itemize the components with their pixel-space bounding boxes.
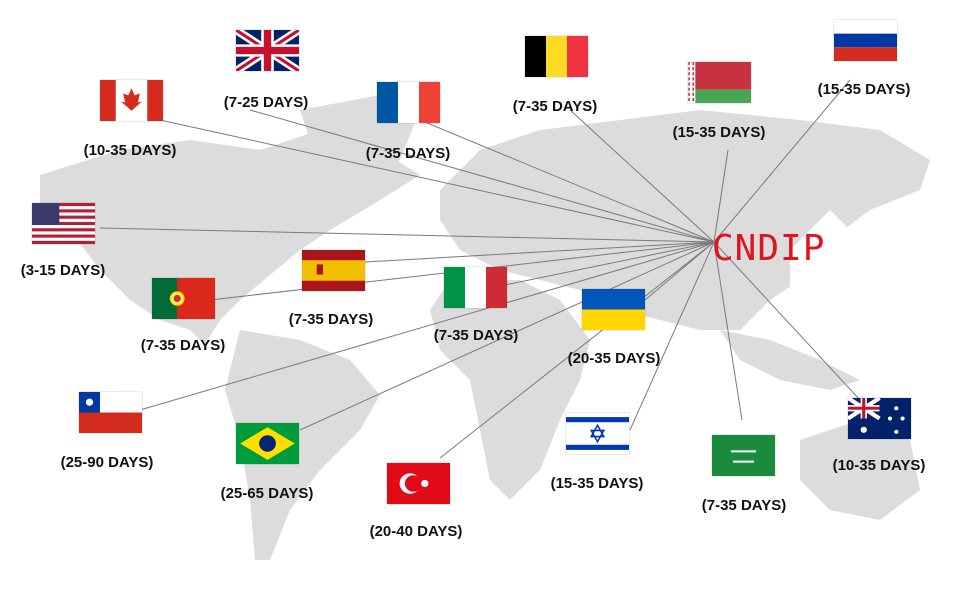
north-america	[40, 130, 420, 345]
continents	[40, 95, 930, 560]
saudi-arabia-flag	[712, 435, 775, 476]
portugal-flag	[152, 278, 215, 319]
route-lines	[99, 79, 861, 459]
israel-flag	[566, 413, 629, 454]
delivery-time-label: (20-40 DAYS)	[369, 523, 463, 540]
belarus-flag	[688, 62, 751, 103]
southeast-asia	[720, 330, 860, 390]
africa	[430, 280, 590, 500]
uk-flag	[236, 30, 299, 71]
delivery-time-label: (7-35 DAYS)	[365, 145, 451, 162]
delivery-time-label: (3-15 DAYS)	[20, 262, 106, 279]
belgium-flag	[525, 36, 588, 77]
brazil-flag	[236, 423, 299, 464]
route-line	[713, 79, 851, 243]
route-line	[439, 241, 715, 459]
italy-flag	[444, 267, 507, 308]
delivery-time-label: (25-90 DAYS)	[60, 454, 154, 471]
australia-flag	[848, 398, 911, 439]
canada-flag	[100, 80, 163, 121]
turkey-flag	[387, 463, 450, 504]
delivery-time-label: (7-35 DAYS)	[140, 337, 226, 354]
delivery-time-label: (7-25 DAYS)	[223, 94, 309, 111]
route-line	[713, 149, 729, 243]
delivery-time-label: (10-35 DAYS)	[83, 142, 177, 159]
france-flag	[377, 82, 440, 123]
japan	[790, 210, 850, 290]
russia-flag	[834, 20, 897, 61]
delivery-time-label: (7-35 DAYS)	[701, 497, 787, 514]
route-line	[713, 241, 743, 421]
route-line	[569, 109, 715, 243]
route-line	[249, 109, 715, 243]
delivery-time-label: (7-35 DAYS)	[433, 327, 519, 344]
delivery-time-label: (20-35 DAYS)	[567, 350, 661, 367]
ukraine-flag	[582, 289, 645, 330]
chile-flag	[79, 392, 142, 433]
route-line	[159, 119, 715, 243]
route-line	[99, 227, 715, 243]
south-america	[225, 330, 380, 560]
usa-flag	[32, 203, 95, 244]
route-line	[504, 241, 715, 286]
hub-label: CNDIP	[712, 228, 826, 269]
route-line	[419, 119, 715, 243]
australia	[800, 420, 920, 520]
delivery-time-label: (15-35 DAYS)	[672, 124, 766, 141]
europe-asia	[440, 110, 930, 330]
delivery-time-label: (7-35 DAYS)	[288, 311, 374, 328]
delivery-time-label: (25-65 DAYS)	[220, 485, 314, 502]
route-line	[364, 241, 715, 263]
delivery-time-label: (10-35 DAYS)	[832, 457, 926, 474]
route-line	[629, 241, 715, 431]
route-line	[713, 241, 861, 401]
delivery-time-label: (15-35 DAYS)	[550, 475, 644, 492]
delivery-time-label: (15-35 DAYS)	[817, 81, 911, 98]
spain-flag	[302, 250, 365, 291]
route-line	[139, 241, 715, 411]
delivery-time-label: (7-35 DAYS)	[512, 98, 598, 115]
route-line	[299, 241, 715, 431]
japan-korea	[790, 210, 850, 290]
